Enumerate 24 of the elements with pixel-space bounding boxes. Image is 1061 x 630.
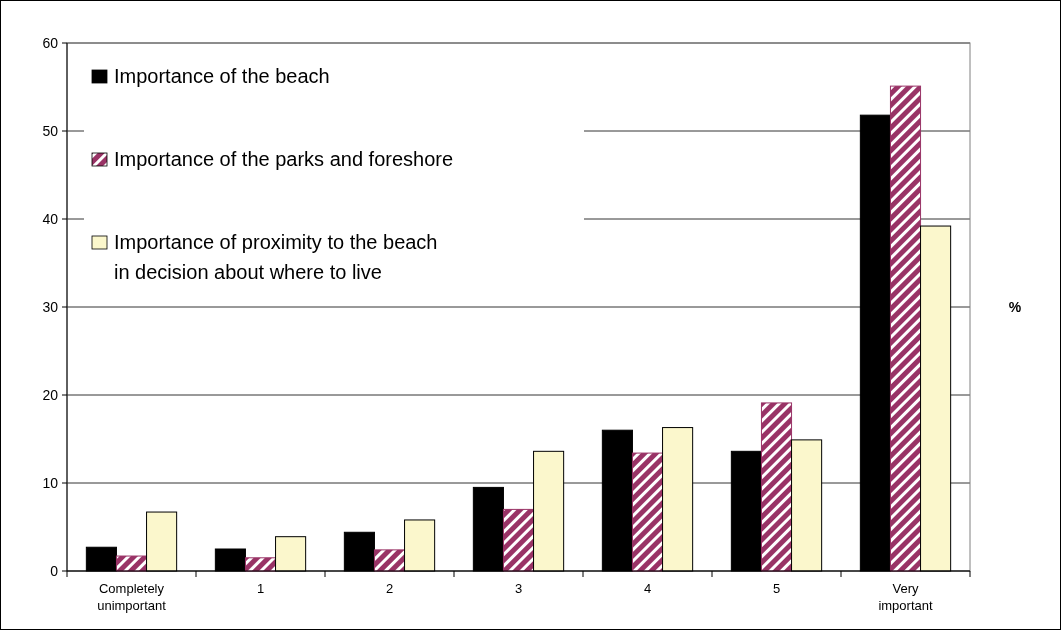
- x-tick-label: Completely unimportant: [97, 581, 167, 613]
- bar: [631, 452, 664, 572]
- y-tick-label: 10: [42, 474, 59, 491]
- x-tick-label: 1: [256, 581, 265, 596]
- x-tick-label: 4: [643, 581, 652, 596]
- legend-label: Importance of the parks and foreshore: [114, 148, 454, 170]
- y-tick-label: 30: [42, 298, 59, 315]
- bar: [889, 85, 922, 572]
- y-axis-title: %: [1008, 298, 1022, 315]
- legend-label: Importance of the beach: [114, 65, 330, 87]
- y-tick-label: 40: [42, 210, 59, 227]
- y-tick-label: 50: [42, 122, 59, 139]
- y-tick-label: 20: [42, 386, 59, 403]
- bar: [502, 508, 535, 572]
- x-tick-label: Very important: [878, 581, 933, 613]
- bar: [115, 555, 148, 572]
- legend-label: Importance of proximity to the beach in decision about where to live: [114, 231, 438, 283]
- x-tick-label: 2: [385, 581, 394, 596]
- x-tick-label: 3: [514, 581, 523, 596]
- bar: [760, 402, 793, 572]
- bar: [373, 549, 406, 572]
- y-tick-label: 60: [42, 34, 59, 51]
- y-tick-label: 0: [50, 562, 59, 579]
- x-tick-label: 5: [772, 581, 781, 596]
